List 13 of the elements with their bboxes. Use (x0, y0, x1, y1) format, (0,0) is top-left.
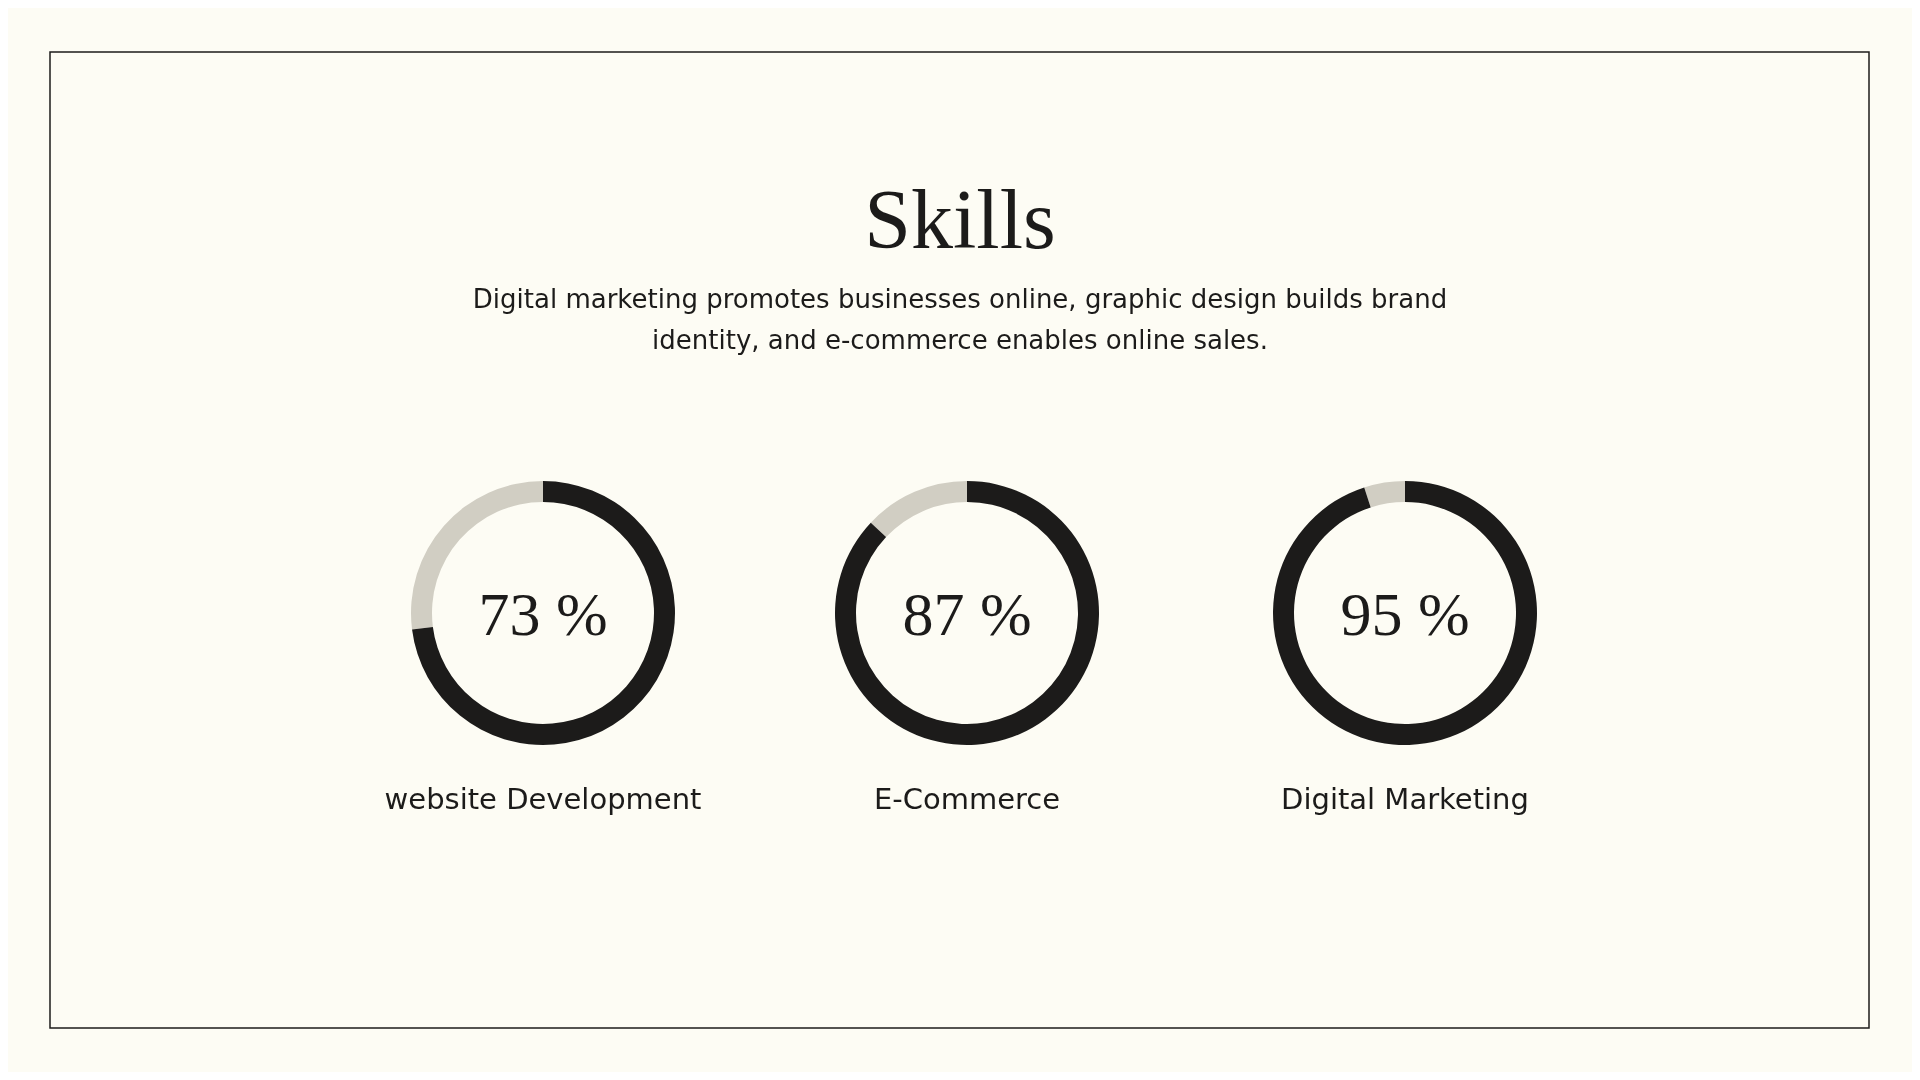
text: Digital marketing promotes businesses online, graphic design builds brand identity, and e-commerce enables online sales. (472, 284, 1448, 355)
data-label: 95 % (1340, 580, 1470, 648)
donut-slice (1364, 481, 1405, 508)
donut-slice (835, 481, 1099, 745)
donut-slice (1273, 481, 1537, 745)
donut-slice (412, 481, 675, 745)
text: Digital Marketing (1281, 782, 1529, 816)
donut-slice (870, 481, 967, 538)
text: Skills (864, 173, 1056, 266)
data-label: 87 % (902, 580, 1032, 648)
data-label: 73 % (478, 580, 608, 648)
text: E-Commerce (873, 782, 1061, 816)
text: website Development (384, 782, 702, 816)
